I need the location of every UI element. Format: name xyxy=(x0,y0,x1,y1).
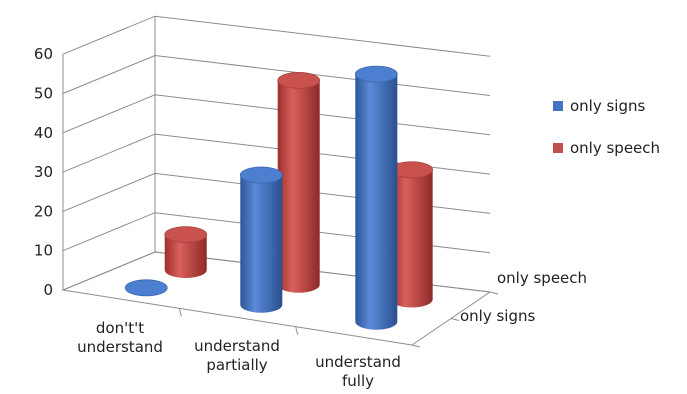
gridline xyxy=(63,56,490,96)
depth-tick xyxy=(412,345,420,347)
y-tick-label: 30 xyxy=(34,163,53,181)
legend-label-only-speech: only speech xyxy=(570,139,660,157)
legend-swatch-only-speech xyxy=(553,143,563,153)
depth-axis-label: only signs xyxy=(460,307,536,325)
bar-only-speech-0 xyxy=(165,227,207,278)
legend-label-only-signs: only signs xyxy=(570,97,646,115)
cylinder-top xyxy=(240,167,282,183)
category-divider xyxy=(179,308,181,316)
gridline xyxy=(63,95,490,135)
y-tick-label: 40 xyxy=(34,124,53,142)
bar-only-signs-1 xyxy=(240,167,282,313)
depth-tick xyxy=(451,319,459,321)
bar-only-signs-0 xyxy=(125,280,167,296)
gridline xyxy=(63,16,490,56)
depth-tick xyxy=(490,292,498,294)
legend: only signs only speech xyxy=(553,97,660,157)
y-tick-label: 10 xyxy=(34,242,53,260)
y-tick-label: 60 xyxy=(34,45,53,63)
cylinder-top xyxy=(165,227,207,243)
category-label: understand partially xyxy=(194,337,280,374)
legend-swatch-only-signs xyxy=(553,101,563,111)
cylinder-bars xyxy=(125,66,432,330)
cylinder-top xyxy=(355,66,397,82)
cylinder-top xyxy=(125,280,167,296)
cylinder-top xyxy=(278,72,320,88)
category-label: don't't understand xyxy=(77,319,163,356)
category-label: understand fully xyxy=(315,353,401,390)
category-divider xyxy=(296,327,298,335)
y-tick-label: 0 xyxy=(43,281,53,299)
depth-axis-label: only speech xyxy=(497,269,587,287)
cylinder-body xyxy=(240,175,282,313)
y-tick-label: 50 xyxy=(34,85,53,103)
bar-only-speech-1 xyxy=(278,72,320,292)
bar-only-signs-2 xyxy=(355,66,397,330)
y-tick-label: 20 xyxy=(34,202,53,220)
cylinder-body xyxy=(355,74,397,330)
cylinder-body xyxy=(278,80,320,292)
